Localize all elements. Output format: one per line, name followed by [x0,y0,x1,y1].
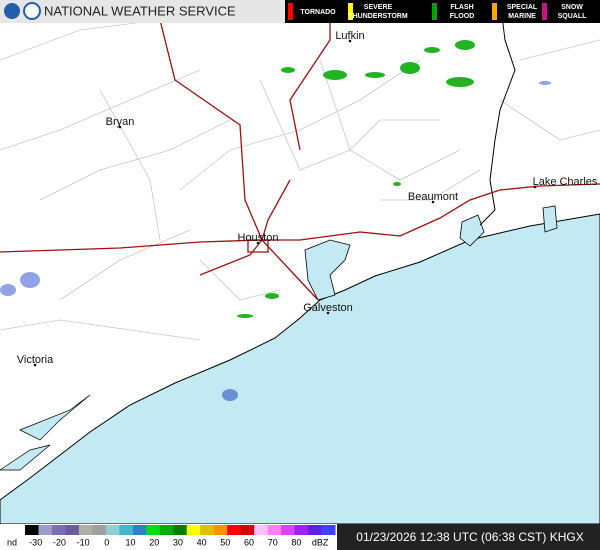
city-dot [118,125,122,129]
scale-label: 0 [104,537,109,547]
scale-swatch [173,525,188,535]
scale-swatch [308,525,323,535]
agency-title: NATIONAL WEATHER SERVICE [44,3,236,18]
city-label: Galveston [303,302,353,314]
warning-swatch [288,3,293,20]
nws-logo [23,2,41,20]
scale-swatch [227,525,242,535]
city-label: Houston [238,232,279,244]
scale-label: 40 [197,537,207,547]
timestamp: 01/23/2026 12:38 UTC (06:38 CST) KHGX [356,530,583,544]
city-dot [326,311,330,315]
city-dot [256,241,260,245]
city-label: Bryan [106,116,135,128]
scale-swatch [146,525,161,535]
scale-swatch [78,525,93,535]
scale-label: dBZ [312,537,329,547]
highways [0,0,600,301]
galveston-bay [304,239,351,301]
scale-label: -20 [53,537,66,547]
warning-label: SEVERE THUNDERSTORM [348,4,408,20]
city-label: Beaumont [408,191,458,203]
sabine-lake [459,214,485,247]
scale-swatch [25,525,39,535]
scale-swatch [200,525,215,535]
scale-swatch [92,525,107,535]
scale-swatch [321,525,336,535]
calcasieu-lake [542,205,558,233]
scale-swatch [267,525,282,535]
city-dot [348,39,352,43]
scale-label: 20 [149,537,159,547]
scale-swatch [186,525,201,535]
scale-swatch [159,525,174,535]
warning-swatch [432,3,437,20]
warning-label: SNOW SQUALL [558,4,588,20]
warning-swatch [542,3,547,20]
gulf [0,213,600,525]
city-dot [533,185,537,189]
city-label: Lake Charles [533,176,598,188]
scale-swatch [213,525,228,535]
scale-swatch [38,525,53,535]
scale-swatch [119,525,134,535]
scale-swatch [240,525,255,535]
scale-label: 30 [173,537,183,547]
header-bar [0,0,285,23]
city-label: Victoria [17,354,54,366]
scale-label: 80 [291,537,301,547]
scale-swatch [294,525,309,535]
scale-label: 70 [268,537,278,547]
bays [0,394,91,471]
county-lines [0,19,600,341]
scale-swatch [65,525,80,535]
scale-label: -10 [77,537,90,547]
noaa-logo [4,3,20,19]
warning-label: FLASH FLOOD [450,4,475,20]
city-dot [33,363,37,367]
warning-legend [285,0,600,23]
warning-label: TORNADO [300,9,336,16]
city-label: Lufkin [335,30,364,42]
scale-swatch [254,525,269,535]
scale-label: 60 [244,537,254,547]
radar-echoes [0,40,551,401]
warning-swatch [492,3,497,20]
state-line [479,0,516,226]
scale-swatch [105,525,120,535]
scale-label: 50 [220,537,230,547]
scale-label: -30 [29,537,42,547]
warning-swatch [348,3,353,20]
city-dot [431,200,435,204]
scale-swatch [132,525,147,535]
scale-label: 10 [125,537,135,547]
scale-swatch [51,525,66,535]
scale-label: nd [7,537,17,547]
scale-swatch [281,525,296,535]
warning-label: SPECIAL MARINE [507,4,538,20]
